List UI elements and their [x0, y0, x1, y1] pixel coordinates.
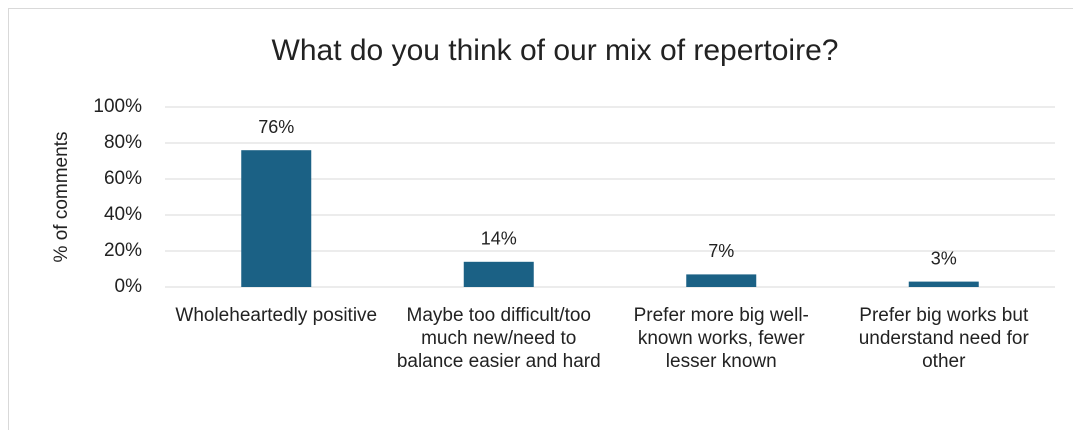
value-label: 3% [931, 248, 957, 268]
y-tick-label: 0% [115, 276, 143, 297]
bar [686, 274, 757, 287]
x-tick-label: Maybe too difficult/too much new/need to… [396, 305, 601, 372]
x-tick-label: Prefer big works but understand need for… [858, 305, 1029, 372]
value-label: 76% [258, 117, 294, 137]
chart-title: What do you think of our mix of repertoi… [272, 34, 839, 67]
chart-border [8, 8, 1073, 430]
x-tick-label: Prefer more big well-known works, fewer … [633, 305, 809, 372]
y-tick-label: 80% [104, 132, 142, 153]
y-tick-label: 60% [104, 168, 142, 189]
x-tick-label: Wholeheartedly positive [175, 305, 378, 326]
value-label: 7% [708, 241, 734, 261]
y-tick-label: 100% [93, 96, 142, 117]
bar [908, 281, 979, 287]
value-label: 14% [481, 229, 517, 249]
y-axis-label: % of comments [51, 132, 72, 263]
bar [463, 261, 534, 287]
bar [241, 150, 312, 287]
y-tick-label: 40% [104, 204, 142, 225]
y-tick-label: 20% [104, 240, 142, 261]
